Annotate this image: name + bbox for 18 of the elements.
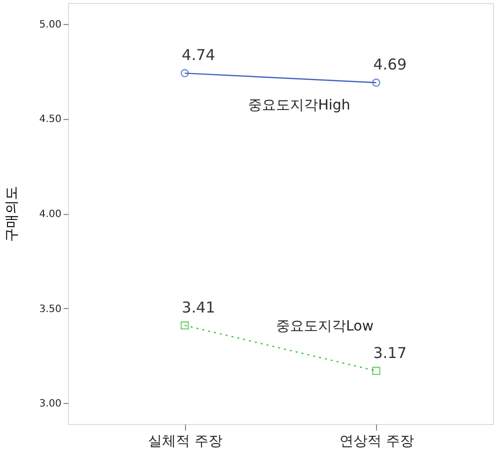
data-label: 4.74 [182,46,216,64]
point [372,78,380,87]
point [372,366,380,376]
y-tick-label: 3.50 [39,304,62,315]
series-label: 중요도지각High [248,98,350,114]
data-label: 4.69 [373,56,407,74]
point [180,321,189,330]
y-tick-label: 3.00 [39,398,62,410]
data-label: 3.17 [373,344,407,362]
y-tick-label: 4.00 [39,209,62,220]
x-tick-label: 실체적 주장 [148,434,223,450]
y-axis-title: 구매의도 [4,186,20,242]
data-label: 3.41 [182,298,216,316]
y-tick-label: 5.00 [39,19,62,30]
x-tick-label: 연상적 주장 [339,434,414,450]
series-label: 중요도지각Low [276,318,374,334]
y-tick-label: 4.50 [39,114,62,126]
point [180,69,189,78]
